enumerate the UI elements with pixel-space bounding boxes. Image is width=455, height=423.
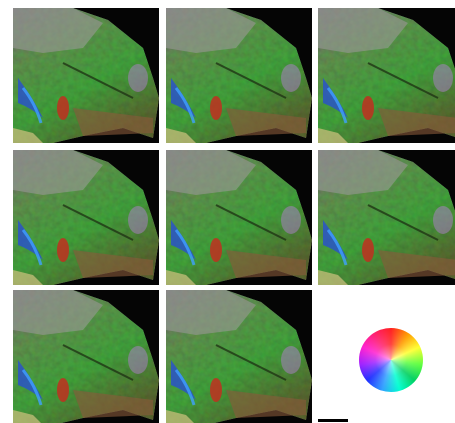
image-panel (318, 150, 455, 285)
image-panel (13, 150, 159, 285)
image-panel (318, 8, 455, 143)
color-wheel (359, 328, 423, 392)
scale-bar (318, 419, 348, 422)
image-panel (166, 150, 312, 285)
image-panel (166, 290, 312, 423)
image-panel (166, 8, 312, 143)
figure (0, 0, 455, 423)
image-panel (13, 8, 159, 143)
image-panel (13, 290, 159, 423)
